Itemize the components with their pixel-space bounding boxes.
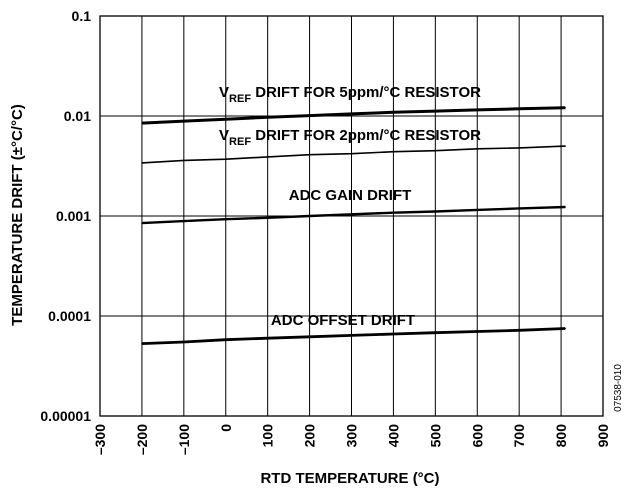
data-point: [476, 209, 478, 211]
y-tick-labels: 0.00001 0.0001 0.001 0.01 0.1: [40, 8, 91, 424]
annotation-text: DRIFT FOR 5ppm/°C RESISTOR: [251, 84, 481, 101]
x-tick-label: 300: [344, 424, 360, 448]
data-point: [183, 159, 185, 161]
data-point: [392, 212, 395, 214]
data-point: [267, 156, 269, 158]
x-tick-label: 500: [427, 424, 443, 448]
x-tick-label: 400: [385, 424, 401, 448]
data-point: [267, 337, 269, 339]
annotation-1: VREF DRIFT FOR 5ppm/°C RESISTOR: [219, 84, 481, 105]
data-point: [225, 118, 227, 120]
y-tick-label: 0.00001: [40, 408, 91, 424]
annotation-3: ADC GAIN DRIFT: [289, 187, 412, 204]
data-point: [183, 220, 185, 222]
y-tick-label: 0.1: [72, 8, 92, 24]
annotation-2: VREF DRIFT FOR 2ppm/°C RESISTOR: [219, 127, 481, 148]
data-point: [434, 332, 436, 334]
plot-frame: [99, 15, 604, 417]
annotation-text: ADC OFFSET DRIFT: [271, 312, 415, 329]
x-tick-label: –300: [92, 424, 108, 455]
x-tick-label: 700: [511, 424, 527, 448]
data-point: [350, 334, 353, 336]
data-point: [308, 215, 311, 217]
annotation-text: V: [219, 84, 229, 101]
x-tick-label: –200: [134, 424, 150, 455]
y-tick-label: 0.001: [56, 208, 91, 224]
data-point: [434, 210, 436, 213]
data-point: [350, 113, 353, 115]
data-point: [141, 122, 143, 124]
data-point: [564, 107, 566, 109]
x-tick-label: 600: [469, 424, 485, 448]
data-point: [141, 342, 143, 345]
figure-id: 07538-010: [613, 364, 624, 412]
data-point: [518, 147, 520, 149]
x-tick-label: 0: [218, 424, 234, 432]
annotation-subscript: REF: [229, 93, 251, 105]
data-point: [141, 222, 143, 224]
annotation-subscript: REF: [229, 136, 251, 148]
data-point: [141, 162, 143, 164]
data-point: [392, 151, 395, 153]
y-tick-label: 0.0001: [48, 308, 91, 324]
data-point: [564, 327, 566, 330]
data-point: [518, 108, 520, 110]
y-tick-label: 0.01: [64, 108, 91, 124]
series-group: [141, 106, 566, 345]
series-line-3: [141, 205, 566, 225]
data-point: [518, 207, 520, 210]
data-point: [518, 329, 520, 331]
data-point: [434, 150, 436, 152]
x-tick-labels: –300 –200 –100 0 100 200 300 400 500 600 700 800 900: [92, 424, 611, 455]
data-point: [392, 333, 395, 335]
data-point: [564, 145, 566, 147]
data-point: [476, 330, 478, 333]
x-axis-label: RTD TEMPERATURE (°C): [260, 470, 439, 487]
series-line-2: [141, 145, 566, 164]
y-axis-label: TEMPERATURE DRIFT (±°C/°C): [9, 104, 26, 326]
data-point: [350, 213, 353, 215]
annotation-4: ADC OFFSET DRIFT: [271, 312, 415, 329]
data-point: [308, 114, 311, 117]
x-tick-label: 800: [553, 424, 569, 448]
data-point: [392, 111, 395, 113]
data-point: [350, 153, 353, 155]
x-tick-label: –100: [176, 424, 192, 455]
data-point: [564, 206, 566, 208]
data-point: [476, 148, 478, 150]
data-point: [225, 218, 227, 220]
x-tick-label: 200: [302, 424, 318, 448]
data-point: [308, 336, 311, 338]
data-point: [225, 339, 227, 341]
data-point: [225, 158, 227, 160]
x-tick-label: 900: [595, 424, 611, 448]
data-point: [267, 217, 269, 219]
data-point: [476, 109, 478, 111]
data-point: [183, 341, 185, 343]
data-point: [308, 154, 311, 156]
x-tick-label: 100: [260, 424, 276, 448]
annotation-text: V: [219, 127, 229, 144]
annotation-text: ADC GAIN DRIFT: [289, 187, 412, 204]
data-point: [267, 116, 269, 118]
series-line-4: [141, 327, 566, 345]
series-line-1: [141, 106, 566, 125]
grid: [100, 16, 603, 416]
data-point: [434, 110, 436, 112]
data-point: [183, 120, 185, 122]
annotation-text: DRIFT FOR 2ppm/°C RESISTOR: [251, 127, 481, 144]
